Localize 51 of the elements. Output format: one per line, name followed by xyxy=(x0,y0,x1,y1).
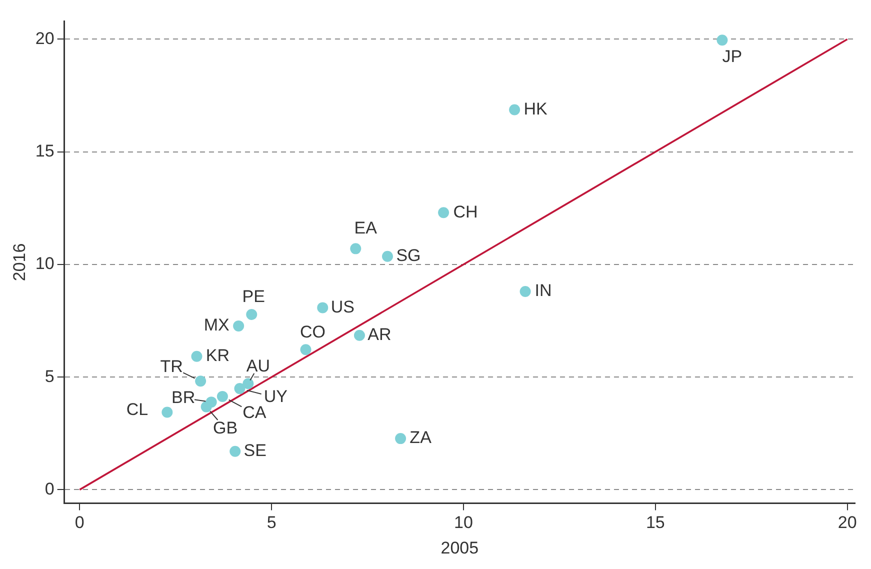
annotation: PE xyxy=(242,287,265,306)
point xyxy=(382,250,393,262)
point xyxy=(716,34,728,46)
annotation: AR xyxy=(368,325,392,344)
point xyxy=(216,390,228,402)
point xyxy=(200,401,212,412)
y-tick-label: 20 xyxy=(35,28,54,48)
point xyxy=(242,378,254,390)
point xyxy=(191,350,202,362)
x-tick-label: 10 xyxy=(454,513,473,532)
x-tick-label: 0 xyxy=(74,513,84,532)
y-axis-title: 2016 xyxy=(10,243,29,282)
y-tick-label: 0 xyxy=(44,479,54,498)
annotation: ZA xyxy=(410,428,432,448)
annotation: CH xyxy=(453,202,478,222)
annotation: CO xyxy=(300,322,326,342)
point xyxy=(246,308,258,320)
x-axis-title: 2005 xyxy=(440,538,479,558)
annotation: CL xyxy=(126,400,148,419)
annotation: EA xyxy=(354,218,378,238)
y-tick-label: 5 xyxy=(44,366,54,386)
annotation: BR xyxy=(172,388,196,407)
y-tick-label: 10 xyxy=(35,254,54,274)
x-tick-label: 5 xyxy=(266,513,276,532)
annotation: JP xyxy=(722,46,742,66)
point xyxy=(300,344,312,356)
point xyxy=(230,446,241,457)
point xyxy=(195,376,206,387)
annotation: US xyxy=(330,297,354,316)
point xyxy=(233,320,244,332)
x-tick-label: 20 xyxy=(838,513,857,532)
annotation: IN xyxy=(534,281,552,300)
point xyxy=(509,104,520,116)
point xyxy=(162,406,173,418)
annotation: SE xyxy=(244,441,266,460)
annotation: KR xyxy=(206,346,230,366)
point xyxy=(354,330,365,341)
annotation: TR xyxy=(160,356,183,376)
point xyxy=(438,207,450,218)
annotation: GB xyxy=(213,418,238,438)
point xyxy=(350,243,362,254)
x-tick-label: 15 xyxy=(646,513,665,532)
y-tick-label: 15 xyxy=(35,142,54,161)
point xyxy=(520,286,531,297)
annotation: AU xyxy=(246,356,270,376)
point xyxy=(395,433,406,444)
annotation: MX xyxy=(204,316,230,335)
point xyxy=(234,383,246,394)
annotation: HK xyxy=(524,99,548,118)
point xyxy=(317,302,328,314)
annotation: SG xyxy=(396,246,421,266)
